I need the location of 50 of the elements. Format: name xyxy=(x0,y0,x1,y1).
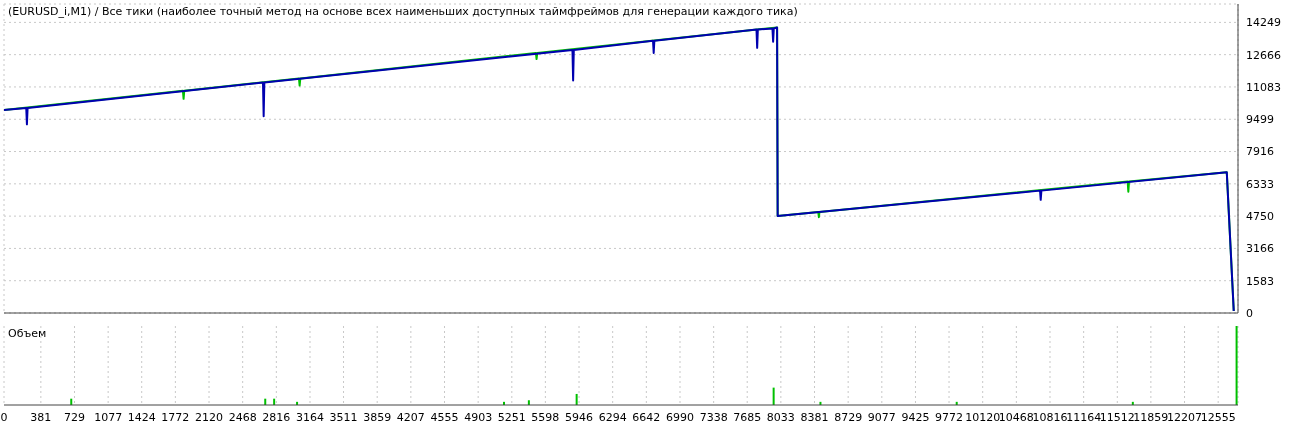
x-tick-label: 3859 xyxy=(363,410,392,423)
y-tick-label: 4750 xyxy=(1246,210,1274,224)
x-tick-label: 9425 xyxy=(901,410,930,423)
y-tick-label: 14249 xyxy=(1246,16,1281,30)
y-tick-label: 12666 xyxy=(1246,48,1281,62)
x-tick-label: 5946 xyxy=(565,410,594,423)
x-tick-label: 10816 xyxy=(1032,410,1068,423)
x-tick-label: 381 xyxy=(30,410,52,423)
y-tick-label: 6333 xyxy=(1246,177,1274,191)
y-tick-label: 1583 xyxy=(1246,274,1274,288)
y-tick-label: 0 xyxy=(1246,306,1253,320)
y-tick-label: 7916 xyxy=(1246,145,1274,159)
x-tick-label: 2816 xyxy=(262,410,291,423)
x-tick-label: 3511 xyxy=(329,410,358,423)
x-tick-label: 6642 xyxy=(632,410,661,423)
x-tick-label: 10120 xyxy=(965,410,1001,423)
x-tick-label: 11859 xyxy=(1133,410,1169,423)
chart-title: Объем xyxy=(8,327,47,340)
x-tick-label: 729 xyxy=(64,410,85,423)
x-tick-label: 2468 xyxy=(228,410,257,423)
line-series xyxy=(4,26,1235,312)
x-tick-label: 9772 xyxy=(935,410,964,423)
x-tick-label: 7338 xyxy=(699,410,728,423)
x-tick-label: 2120 xyxy=(195,410,224,423)
bar xyxy=(772,387,775,405)
x-tick-label: 0 xyxy=(0,410,8,423)
x-tick-label: 12555 xyxy=(1200,410,1236,423)
x-tick-label: 8381 xyxy=(800,410,829,423)
x-tick-label: 4207 xyxy=(396,410,425,423)
x-tick-label: 1772 xyxy=(161,410,190,423)
x-tick-label: 5251 xyxy=(497,410,526,423)
y-tick-label: 11083 xyxy=(1246,80,1281,94)
x-tick-label: 9077 xyxy=(867,410,896,423)
x-tick-label: 1077 xyxy=(94,410,123,423)
x-tick-label: 6990 xyxy=(665,410,694,423)
x-tick-label: 5598 xyxy=(531,410,560,423)
x-tick-label: 6294 xyxy=(598,410,627,423)
x-tick-label: 11164 xyxy=(1066,410,1102,423)
y-tick-label: 3166 xyxy=(1246,242,1274,256)
chart-title: (EURUSD_i,M1) / Все тики (наиболее точный метод на основе всех наименьших доступных таймфреймов для генерации каждого тика) xyxy=(8,5,798,18)
x-tick-label: 8033 xyxy=(766,410,795,423)
bar xyxy=(575,393,578,405)
x-tick-label: 4903 xyxy=(464,410,493,423)
x-tick-label: 4555 xyxy=(430,410,459,423)
x-tick-label: 12207 xyxy=(1167,410,1203,423)
y-tick-label: 9499 xyxy=(1246,113,1274,127)
x-tick-label: 8729 xyxy=(834,410,863,423)
x-tick-label: 3164 xyxy=(295,410,324,423)
x-tick-label: 7685 xyxy=(733,410,762,423)
x-tick-label: 1424 xyxy=(127,410,156,423)
